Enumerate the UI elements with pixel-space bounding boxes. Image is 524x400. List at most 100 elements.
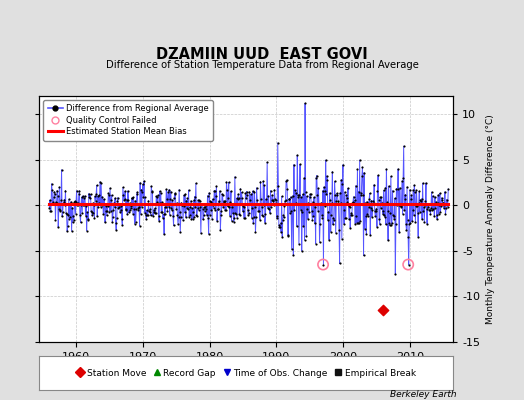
Point — [406, 220, 414, 226]
Point — [350, 200, 358, 206]
Point — [187, 198, 195, 204]
Point — [196, 230, 205, 236]
Point — [438, 195, 446, 201]
Point — [93, 213, 102, 220]
Point — [97, 202, 106, 208]
Point — [200, 204, 209, 210]
Point — [141, 194, 149, 200]
Point — [221, 207, 229, 213]
Point — [341, 189, 349, 195]
Point — [47, 181, 56, 187]
Point — [177, 214, 185, 220]
Point — [227, 188, 235, 194]
Point — [301, 189, 310, 196]
Point — [186, 212, 194, 218]
Point — [443, 200, 451, 207]
Point — [48, 201, 57, 208]
Point — [286, 210, 294, 216]
Point — [215, 188, 224, 194]
Point — [279, 216, 287, 223]
Point — [403, 184, 411, 190]
Point — [121, 188, 129, 194]
Point — [178, 202, 186, 208]
Point — [72, 198, 80, 205]
Point — [162, 186, 170, 193]
Point — [285, 196, 293, 203]
Point — [405, 261, 413, 268]
Point — [143, 212, 151, 218]
Point — [188, 205, 196, 211]
Point — [384, 237, 392, 244]
Point — [247, 191, 255, 198]
Point — [297, 206, 305, 213]
Point — [124, 196, 133, 203]
Point — [224, 179, 233, 186]
Point — [192, 180, 200, 186]
Point — [438, 196, 446, 203]
Point — [373, 188, 381, 194]
Point — [180, 192, 188, 198]
Point — [409, 187, 417, 193]
Point — [253, 185, 261, 191]
Point — [435, 202, 443, 208]
Point — [375, 216, 384, 222]
Point — [236, 212, 244, 218]
Point — [144, 211, 152, 218]
Point — [321, 203, 329, 210]
Point — [270, 202, 278, 209]
Point — [347, 210, 355, 216]
Point — [153, 194, 161, 201]
Point — [274, 140, 282, 146]
Point — [325, 236, 333, 243]
Point — [231, 174, 239, 180]
Point — [190, 197, 198, 204]
Point — [59, 208, 67, 215]
Point — [231, 210, 239, 216]
Point — [411, 188, 419, 195]
Point — [304, 200, 313, 206]
Point — [51, 191, 59, 198]
Point — [104, 202, 112, 209]
Point — [172, 206, 181, 212]
Point — [260, 182, 269, 189]
Point — [187, 215, 195, 222]
Point — [100, 200, 108, 207]
Point — [81, 193, 89, 199]
Point — [326, 196, 334, 203]
Point — [419, 180, 427, 186]
Point — [294, 240, 303, 247]
Point — [440, 202, 449, 208]
Point — [234, 191, 243, 197]
Point — [146, 206, 155, 213]
Point — [245, 189, 254, 195]
Point — [259, 201, 268, 208]
Point — [161, 204, 170, 210]
Point — [126, 205, 135, 212]
Point — [132, 219, 140, 226]
Point — [423, 221, 431, 227]
Point — [212, 183, 221, 190]
Point — [359, 192, 367, 198]
Point — [386, 210, 395, 217]
Point — [90, 202, 98, 208]
Point — [294, 194, 302, 201]
Point — [404, 261, 412, 268]
Point — [262, 196, 270, 202]
Point — [95, 200, 104, 206]
Point — [269, 196, 277, 203]
Point — [64, 212, 72, 218]
Point — [130, 220, 139, 227]
Point — [139, 181, 147, 188]
Point — [427, 205, 435, 211]
Point — [174, 221, 182, 228]
Point — [148, 189, 156, 195]
Point — [122, 206, 130, 212]
Point — [205, 190, 213, 196]
Point — [367, 204, 375, 211]
Point — [198, 201, 206, 208]
Point — [355, 220, 363, 226]
Point — [299, 223, 308, 229]
Point — [64, 196, 73, 202]
Point — [336, 200, 345, 206]
Point — [296, 192, 304, 198]
